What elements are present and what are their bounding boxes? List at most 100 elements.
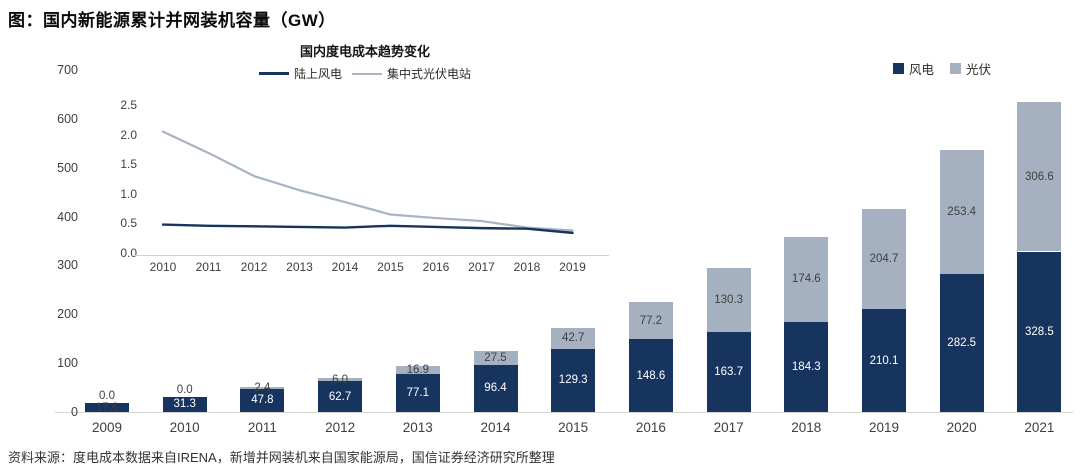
y-tick-label: 200 xyxy=(57,307,78,322)
solar-value-label: 2.4 xyxy=(254,382,271,395)
bar-solar-segment xyxy=(318,378,363,382)
inset-legend-item-wind: 陆上风电 xyxy=(258,65,342,82)
bar-solar-segment xyxy=(628,301,673,340)
x-tick-label: 2010 xyxy=(169,420,200,435)
inset-legend-label: 集中式光伏电站 xyxy=(387,67,472,81)
bar-solar-segment xyxy=(240,387,285,389)
legend-label: 光伏 xyxy=(966,63,992,77)
wind-value-label: 210.1 xyxy=(869,354,899,367)
wind-value-label: 129.3 xyxy=(558,374,588,387)
bar-wind-segment xyxy=(784,321,829,412)
inset-y-tick-label: 0.0 xyxy=(120,246,137,260)
onshore-wind-line xyxy=(161,223,574,235)
x-tick-label: 2015 xyxy=(558,420,589,435)
x-tick-label: 2020 xyxy=(946,420,977,435)
solar-value-label: 42.7 xyxy=(561,332,585,345)
solar-value-label: 27.5 xyxy=(484,352,507,365)
bar-solar-segment xyxy=(706,268,751,333)
main-x-axis-line xyxy=(55,412,1073,413)
wind-value-label: 163.7 xyxy=(714,366,743,378)
x-tick-label: 2017 xyxy=(713,420,744,435)
legend-swatch-icon xyxy=(893,63,904,74)
wind-value-label: 77.1 xyxy=(406,387,429,400)
inset-legend: 陆上风电 集中式光伏电站 xyxy=(105,65,625,82)
source-note: 资料来源：度电成本数据来自IRENA，新增并网装机来自国家能源局，国信证券经济研… xyxy=(8,450,555,465)
bar-solar-segment xyxy=(1017,101,1062,252)
bar-wind-segment xyxy=(628,339,673,412)
cost-trend-lines xyxy=(161,130,574,235)
inset-x-tick-label: 2018 xyxy=(513,260,541,274)
legend-item-solar: 光伏 xyxy=(950,59,991,78)
bar-wind-segment xyxy=(862,309,906,412)
bar-wind-segment xyxy=(395,374,440,412)
x-tick-label: 2014 xyxy=(480,420,511,435)
solar-value-label: 6.0 xyxy=(332,373,349,386)
legend-line-icon xyxy=(258,72,289,75)
inset-x-tick-label: 2011 xyxy=(195,260,222,274)
solar-value-label: 0.0 xyxy=(99,390,115,403)
bar-wind-segment xyxy=(551,348,596,412)
solar-value-label: 77.2 xyxy=(639,314,663,327)
inset-x-axis-line xyxy=(135,255,609,256)
inset-y-tick-label: 2.0 xyxy=(120,127,137,142)
bar-wind-segment xyxy=(162,396,207,412)
inset-chart-title: 国内度电成本趋势变化 xyxy=(299,44,430,59)
y-tick-label: 700 xyxy=(57,63,78,77)
bar-wind-segment xyxy=(473,364,518,412)
bar-wind-segment xyxy=(706,332,751,412)
solar-value-label: 0.0 xyxy=(176,383,193,396)
inset-y-tick-label: 1.0 xyxy=(120,186,137,201)
inset-legend-label: 陆上风电 xyxy=(293,67,342,81)
legend-line-icon xyxy=(352,72,382,75)
solar-value-label: 204.7 xyxy=(869,253,899,266)
inset-x-tick-label: 2015 xyxy=(377,260,404,274)
inset-y-tick-label: 0.5 xyxy=(120,216,137,231)
x-tick-label: 2018 xyxy=(791,420,822,435)
x-tick-label: 2011 xyxy=(247,420,277,435)
bar-wind-segment xyxy=(85,403,129,412)
solar-value-label: 130.3 xyxy=(714,294,743,307)
y-tick-label: 100 xyxy=(57,356,78,371)
wind-value-label: 148.6 xyxy=(636,369,666,382)
x-tick-label: 2013 xyxy=(402,420,433,435)
bar-wind-segment xyxy=(939,273,984,412)
solar-value-label: 306.6 xyxy=(1025,170,1054,183)
y-tick-label: 0 xyxy=(71,405,78,419)
bar-solar-segment xyxy=(784,236,829,322)
x-tick-label: 2009 xyxy=(91,420,123,435)
bar-solar-segment xyxy=(395,366,440,375)
legend-label: 风电 xyxy=(909,63,935,77)
inset-x-tick-label: 2017 xyxy=(468,260,495,274)
inset-x-tick-label: 2014 xyxy=(331,260,359,274)
inset-x-tick-label: 2013 xyxy=(286,260,313,274)
legend-item-wind: 风电 xyxy=(893,59,934,78)
inset-legend-item-pv: 集中式光伏电站 xyxy=(352,65,471,82)
wind-value-label: 47.8 xyxy=(251,394,274,407)
inset-x-tick-label: 2010 xyxy=(149,260,177,274)
wind-value-label: 31.3 xyxy=(173,398,196,411)
wind-value-label: 62.7 xyxy=(328,390,352,403)
main-legend: 风电 光伏 xyxy=(893,59,991,78)
inset-x-tick-label: 2016 xyxy=(422,260,450,274)
x-tick-label: 2021 xyxy=(1024,420,1055,435)
inset-y-tick-label: 1.5 xyxy=(120,157,137,172)
bar-wind-segment xyxy=(318,381,363,412)
wind-value-label: 17.6 xyxy=(95,401,119,414)
bar-solar-segment xyxy=(473,351,518,365)
solar-value-label: 174.6 xyxy=(791,273,821,286)
y-tick-label: 300 xyxy=(57,258,78,273)
x-tick-label: 2019 xyxy=(868,420,900,435)
wind-value-label: 328.5 xyxy=(1025,325,1054,338)
wind-value-label: 282.5 xyxy=(947,336,977,349)
y-tick-label: 400 xyxy=(57,209,78,224)
inset-x-tick-label: 2012 xyxy=(240,260,268,274)
bar-solar-segment xyxy=(862,209,906,310)
wind-value-label: 96.4 xyxy=(484,382,507,395)
x-tick-label: 2016 xyxy=(635,420,666,435)
y-tick-label: 500 xyxy=(57,160,78,175)
solar-value-label: 16.9 xyxy=(406,364,429,377)
inset-y-tick-label: 2.5 xyxy=(120,98,137,112)
inset-x-tick-label: 2019 xyxy=(559,260,586,274)
bar-solar-segment xyxy=(551,327,596,349)
bar-solar-segment xyxy=(939,150,984,274)
